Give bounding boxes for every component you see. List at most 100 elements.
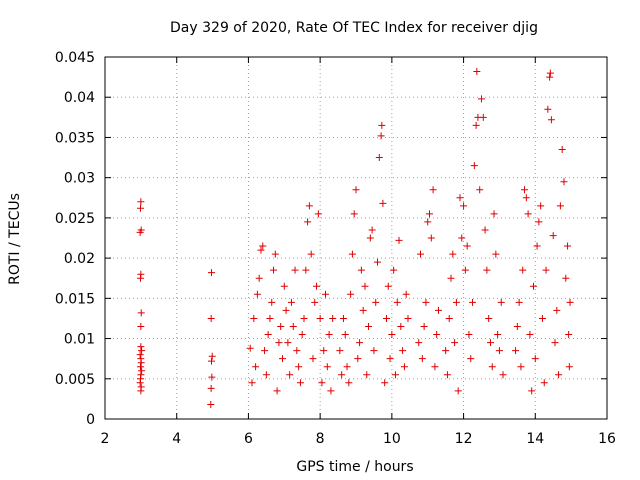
data-point bbox=[338, 371, 346, 379]
data-point bbox=[309, 355, 317, 363]
data-point bbox=[549, 232, 557, 240]
data-point bbox=[513, 322, 521, 330]
data-point bbox=[420, 322, 428, 330]
data-point bbox=[492, 250, 500, 258]
x-tick-label: 8 bbox=[316, 431, 325, 447]
data-point bbox=[558, 146, 566, 154]
data-point bbox=[547, 116, 555, 124]
data-point bbox=[270, 266, 278, 274]
data-point bbox=[313, 282, 321, 290]
data-point bbox=[137, 270, 145, 278]
data-point bbox=[461, 266, 469, 274]
data-point bbox=[255, 274, 263, 282]
data-point bbox=[375, 154, 383, 162]
data-point bbox=[384, 282, 392, 290]
data-point bbox=[137, 355, 145, 363]
data-point bbox=[400, 363, 408, 371]
data-point bbox=[494, 331, 502, 339]
data-point bbox=[544, 105, 552, 113]
data-point bbox=[348, 250, 356, 258]
data-point bbox=[137, 198, 145, 206]
data-point bbox=[207, 401, 215, 409]
data-point bbox=[295, 363, 303, 371]
data-point bbox=[208, 352, 216, 360]
data-point bbox=[305, 202, 313, 210]
data-point bbox=[535, 218, 543, 226]
data-point bbox=[460, 202, 468, 210]
data-point bbox=[207, 269, 215, 277]
data-point bbox=[465, 331, 473, 339]
data-point bbox=[488, 363, 496, 371]
chart-title: Day 329 of 2020, Rate Of TEC Index for r… bbox=[170, 20, 538, 36]
data-point bbox=[521, 186, 529, 194]
data-point bbox=[483, 266, 491, 274]
y-tick-label: 0.035 bbox=[55, 130, 95, 146]
data-point bbox=[467, 355, 475, 363]
data-point bbox=[404, 314, 412, 322]
data-point bbox=[538, 314, 546, 322]
data-point bbox=[546, 73, 554, 81]
data-point bbox=[248, 379, 256, 387]
x-tick-label: 10 bbox=[383, 431, 401, 447]
data-point bbox=[327, 387, 335, 395]
data-point bbox=[136, 363, 144, 371]
data-point bbox=[445, 314, 453, 322]
data-point bbox=[564, 242, 572, 250]
data-point bbox=[252, 363, 260, 371]
data-point bbox=[278, 355, 286, 363]
data-point bbox=[329, 314, 337, 322]
data-point bbox=[553, 306, 561, 314]
data-point bbox=[280, 282, 288, 290]
data-point bbox=[565, 363, 573, 371]
data-point bbox=[418, 355, 426, 363]
data-point bbox=[137, 322, 145, 330]
data-point bbox=[275, 339, 283, 347]
data-point bbox=[528, 387, 536, 395]
data-point bbox=[451, 339, 459, 347]
data-point bbox=[381, 379, 389, 387]
data-point bbox=[522, 194, 530, 202]
data-point bbox=[271, 250, 279, 258]
data-point bbox=[431, 363, 439, 371]
data-point bbox=[490, 210, 498, 218]
x-tick-label: 12 bbox=[455, 431, 473, 447]
data-point bbox=[343, 363, 351, 371]
data-point bbox=[345, 379, 353, 387]
data-point bbox=[356, 339, 364, 347]
data-point bbox=[368, 226, 376, 234]
y-tick-label: 0.015 bbox=[55, 291, 95, 307]
data-point bbox=[268, 298, 276, 306]
x-tick-label: 14 bbox=[526, 431, 544, 447]
axis-ticks: 2 4 6 8 10 12 14 16 0 0.005 0.01 0.015 0.02 0.025 0.03… bbox=[55, 50, 616, 447]
y-tick-label: 0.04 bbox=[64, 90, 95, 106]
data-point bbox=[390, 266, 398, 274]
x-tick-label: 4 bbox=[172, 431, 181, 447]
data-point bbox=[284, 339, 292, 347]
data-point bbox=[443, 371, 451, 379]
data-point bbox=[473, 67, 481, 75]
data-point bbox=[555, 371, 563, 379]
data-point bbox=[524, 210, 532, 218]
y-tick-label: 0.005 bbox=[55, 372, 95, 388]
data-point bbox=[472, 121, 480, 129]
data-point bbox=[357, 266, 365, 274]
data-point bbox=[495, 347, 503, 355]
data-point bbox=[325, 331, 333, 339]
data-point bbox=[137, 343, 145, 351]
data-point bbox=[469, 298, 477, 306]
data-point bbox=[463, 242, 471, 250]
data-point bbox=[136, 375, 144, 383]
data-point bbox=[347, 290, 355, 298]
data-point bbox=[207, 384, 215, 392]
data-point bbox=[208, 373, 216, 381]
data-point bbox=[316, 314, 324, 322]
data-point bbox=[391, 371, 399, 379]
data-point bbox=[259, 242, 267, 250]
data-point bbox=[307, 250, 315, 258]
data-point bbox=[250, 314, 258, 322]
x-tick-label: 6 bbox=[244, 431, 253, 447]
data-point bbox=[388, 331, 396, 339]
x-axis-label: GPS time / hours bbox=[296, 459, 413, 475]
data-point bbox=[434, 306, 442, 314]
